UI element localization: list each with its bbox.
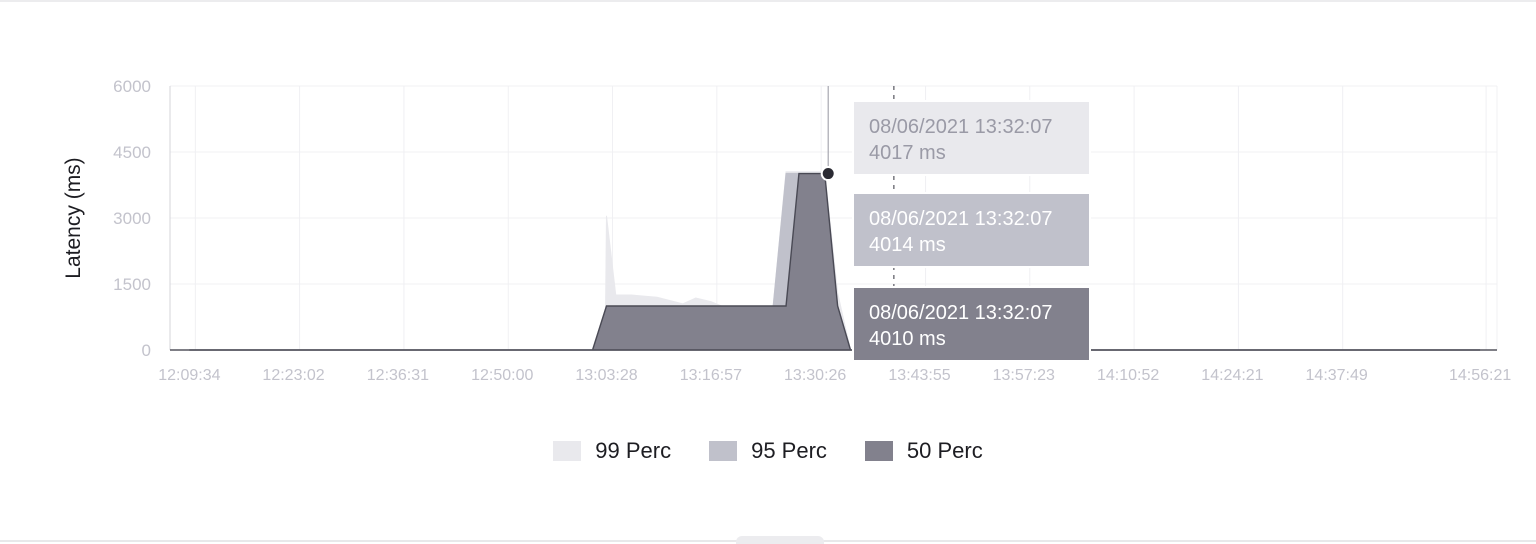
latency-chart: 6000 4500 3000 1500 0 12:09:34 12:23:02 12:36:…: [62, 77, 1511, 384]
tooltip-value: 4010 ms: [869, 328, 946, 350]
tooltip-box: [852, 286, 1091, 362]
legend-swatch-99-perc: [553, 441, 582, 461]
legend-swatch-95-perc: [709, 441, 738, 461]
y-tick-label: 0: [142, 341, 151, 360]
x-tick-label: 12:36:31: [367, 367, 429, 384]
legend-item-99-perc[interactable]: 99 Perc: [553, 438, 671, 464]
legend-label: 99 Perc: [595, 438, 672, 463]
tooltip-date: 08/06/2021 13:32:07: [869, 302, 1053, 324]
tooltip-date: 08/06/2021 13:32:07: [869, 208, 1053, 230]
legend-label: 50 Perc: [906, 438, 983, 463]
x-tick-label: 14:37:49: [1306, 367, 1368, 384]
x-tick-label: 13:43:55: [888, 367, 950, 384]
tooltip-0: 08/06/2021 13:32:07 4017 ms: [852, 100, 1091, 176]
x-tick-label: 12:23:02: [262, 367, 324, 384]
tooltip-box: [852, 192, 1091, 268]
hover-point: [820, 166, 836, 182]
x-tick-label: 14:10:52: [1097, 367, 1159, 384]
legend: 99 Perc 95 Perc 50 Perc: [0, 438, 1536, 464]
y-tick-label: 3000: [113, 209, 151, 228]
legend-item-50-perc[interactable]: 50 Perc: [864, 438, 983, 464]
x-tick-label: 12:09:34: [158, 367, 220, 384]
x-tick-label: 13:57:23: [993, 367, 1055, 384]
resize-handle[interactable]: [736, 536, 824, 544]
x-tick-label: 13:30:26: [784, 367, 846, 384]
tooltip-box: [852, 100, 1091, 176]
x-tick-label: 13:16:57: [680, 367, 742, 384]
tooltip-date: 08/06/2021 13:32:07: [869, 116, 1053, 138]
y-axis-ticks: 6000 4500 3000 1500 0: [113, 77, 151, 360]
legend-label: 95 Perc: [751, 438, 827, 463]
x-tick-label: 14:24:21: [1201, 367, 1263, 384]
tooltip-1: 08/06/2021 13:32:07 4014 ms: [852, 192, 1091, 268]
y-axis-title: Latency (ms): [62, 157, 85, 278]
x-tick-label: 12:50:00: [471, 367, 533, 384]
y-tick-label: 6000: [113, 77, 151, 96]
y-tick-label: 4500: [113, 143, 151, 162]
x-axis-ticks: 12:09:34 12:23:02 12:36:31 12:50:00 13:03:28…: [158, 367, 1511, 384]
series-areas: [189, 171, 1481, 351]
tooltip-value: 4014 ms: [869, 234, 946, 256]
tooltip-value: 4017 ms: [869, 142, 946, 164]
y-tick-label: 1500: [113, 275, 151, 294]
x-tick-label: 13:03:28: [575, 367, 637, 384]
legend-item-95-perc[interactable]: 95 Perc: [709, 438, 827, 464]
axes: [169, 86, 1497, 351]
x-tick-label: 14:56:21: [1449, 367, 1511, 384]
legend-swatch-50-perc: [864, 441, 893, 461]
tooltip-2: 08/06/2021 13:32:07 4010 ms: [852, 286, 1091, 362]
